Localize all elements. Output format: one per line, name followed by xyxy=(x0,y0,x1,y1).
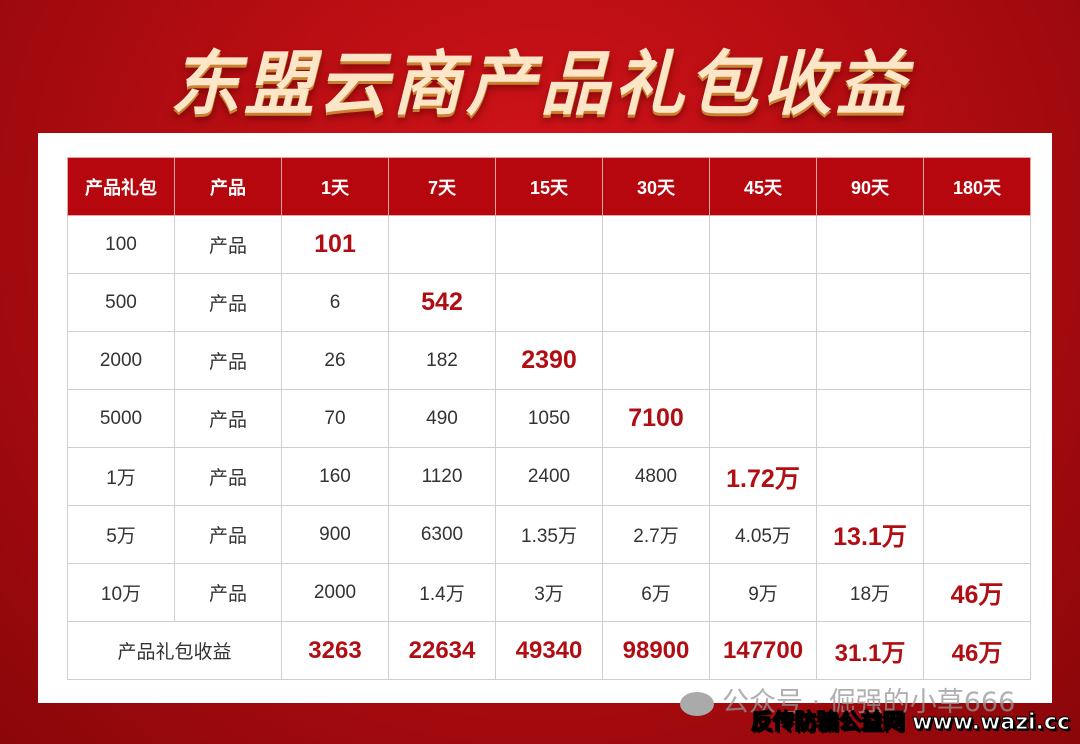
highlight-cell: 7100 xyxy=(602,389,710,448)
table-cell: 1.4万 xyxy=(388,563,496,622)
table-row: 500 产品 6 542 xyxy=(67,273,1031,332)
table-cell xyxy=(816,215,924,274)
highlight-cell: 13.1万 xyxy=(816,505,924,564)
table-cell: 18万 xyxy=(816,563,924,622)
summary-cell: 98900 xyxy=(602,621,710,680)
table-cell xyxy=(495,215,603,274)
table-cell xyxy=(923,215,1031,274)
table-cell xyxy=(709,273,817,332)
table-cell xyxy=(602,273,710,332)
watermark: 公众号 · 倔强的小草666 xyxy=(680,680,1015,719)
table-cell: 产品 xyxy=(174,389,282,448)
column-header: 产品 xyxy=(174,157,282,216)
table-cell: 1.35万 xyxy=(495,505,603,564)
table-cell: 100 xyxy=(67,215,175,274)
table-cell: 160 xyxy=(281,447,389,506)
table-cell: 70 xyxy=(281,389,389,448)
income-table: 产品礼包 产品 1天 7天 15天 30天 45天 90天 180天 100 产品 101 500 产品… xyxy=(67,157,1031,680)
table-cell xyxy=(816,331,924,390)
table-cell xyxy=(923,447,1031,506)
table-cell: 490 xyxy=(388,389,496,448)
table-cell: 1万 xyxy=(67,447,175,506)
summary-cell: 22634 xyxy=(388,621,496,680)
table-cell: 3万 xyxy=(495,563,603,622)
table-cell xyxy=(495,273,603,332)
table-cell: 6万 xyxy=(602,563,710,622)
table-row: 10万 产品 2000 1.4万 3万 6万 9万 18万 46万 xyxy=(67,563,1031,622)
table-cell: 产品 xyxy=(174,215,282,274)
column-header: 7天 xyxy=(388,157,496,216)
table-row: 5万 产品 900 6300 1.35万 2.7万 4.05万 13.1万 xyxy=(67,505,1031,564)
table-cell: 4.05万 xyxy=(709,505,817,564)
table-cell: 1050 xyxy=(495,389,603,448)
column-header: 30天 xyxy=(602,157,710,216)
table-cell: 产品 xyxy=(174,447,282,506)
summary-label: 产品礼包收益 xyxy=(67,621,282,680)
table-cell xyxy=(602,215,710,274)
summary-cell: 147700 xyxy=(709,621,817,680)
site-label: 反传防骗公益网 www.wazi.cc xyxy=(750,710,1071,736)
table-cell: 182 xyxy=(388,331,496,390)
summary-cell: 46万 xyxy=(923,621,1031,680)
table-cell: 2.7万 xyxy=(602,505,710,564)
table-cell xyxy=(602,331,710,390)
highlight-cell: 542 xyxy=(388,273,496,332)
table-cell: 9万 xyxy=(709,563,817,622)
table-cell: 500 xyxy=(67,273,175,332)
table-cell: 4800 xyxy=(602,447,710,506)
table-row: 100 产品 101 xyxy=(67,215,1031,274)
column-header: 15天 xyxy=(495,157,603,216)
table-cell: 5万 xyxy=(67,505,175,564)
column-header: 产品礼包 xyxy=(67,157,175,216)
summary-cell: 49340 xyxy=(495,621,603,680)
table-cell xyxy=(709,331,817,390)
table-cell: 6 xyxy=(281,273,389,332)
page-title: 东盟云商产品礼包收益 xyxy=(170,43,910,125)
table-cell: 产品 xyxy=(174,563,282,622)
table-cell: 26 xyxy=(281,331,389,390)
table-header-row: 产品礼包 产品 1天 7天 15天 30天 45天 90天 180天 xyxy=(67,157,1031,216)
table-cell xyxy=(923,389,1031,448)
table-cell xyxy=(709,389,817,448)
table-cell: 5000 xyxy=(67,389,175,448)
column-header: 45天 xyxy=(709,157,817,216)
table-panel: 产品礼包 产品 1天 7天 15天 30天 45天 90天 180天 100 产品 101 500 产品… xyxy=(38,133,1052,703)
highlight-cell: 2390 xyxy=(495,331,603,390)
table-cell xyxy=(816,447,924,506)
column-header: 1天 xyxy=(281,157,389,216)
summary-row: 产品礼包收益 3263 22634 49340 98900 147700 31.1万 46万 xyxy=(67,621,1031,680)
table-cell xyxy=(709,215,817,274)
table-cell xyxy=(923,331,1031,390)
table-cell: 产品 xyxy=(174,331,282,390)
table-cell: 1120 xyxy=(388,447,496,506)
table-row: 2000 产品 26 182 2390 xyxy=(67,331,1031,390)
table-cell xyxy=(923,505,1031,564)
table-cell xyxy=(923,273,1031,332)
column-header: 180天 xyxy=(923,157,1031,216)
table-cell: 2000 xyxy=(281,563,389,622)
table-cell xyxy=(816,389,924,448)
wechat-icon xyxy=(680,691,714,716)
watermark-text: 公众号 · 倔强的小草666 xyxy=(722,687,1016,718)
table-row: 5000 产品 70 490 1050 7100 xyxy=(67,389,1031,448)
highlight-cell: 1.72万 xyxy=(709,447,817,506)
table-cell: 2000 xyxy=(67,331,175,390)
summary-cell: 31.1万 xyxy=(816,621,924,680)
table-cell: 产品 xyxy=(174,273,282,332)
table-cell: 900 xyxy=(281,505,389,564)
table-cell: 10万 xyxy=(67,563,175,622)
table-cell: 2400 xyxy=(495,447,603,506)
table-cell: 6300 xyxy=(388,505,496,564)
table-cell xyxy=(816,273,924,332)
highlight-cell: 101 xyxy=(281,215,389,274)
summary-cell: 3263 xyxy=(281,621,389,680)
column-header: 90天 xyxy=(816,157,924,216)
table-row: 1万 产品 160 1120 2400 4800 1.72万 xyxy=(67,447,1031,506)
table-cell xyxy=(388,215,496,274)
table-cell: 产品 xyxy=(174,505,282,564)
highlight-cell: 46万 xyxy=(923,563,1031,622)
